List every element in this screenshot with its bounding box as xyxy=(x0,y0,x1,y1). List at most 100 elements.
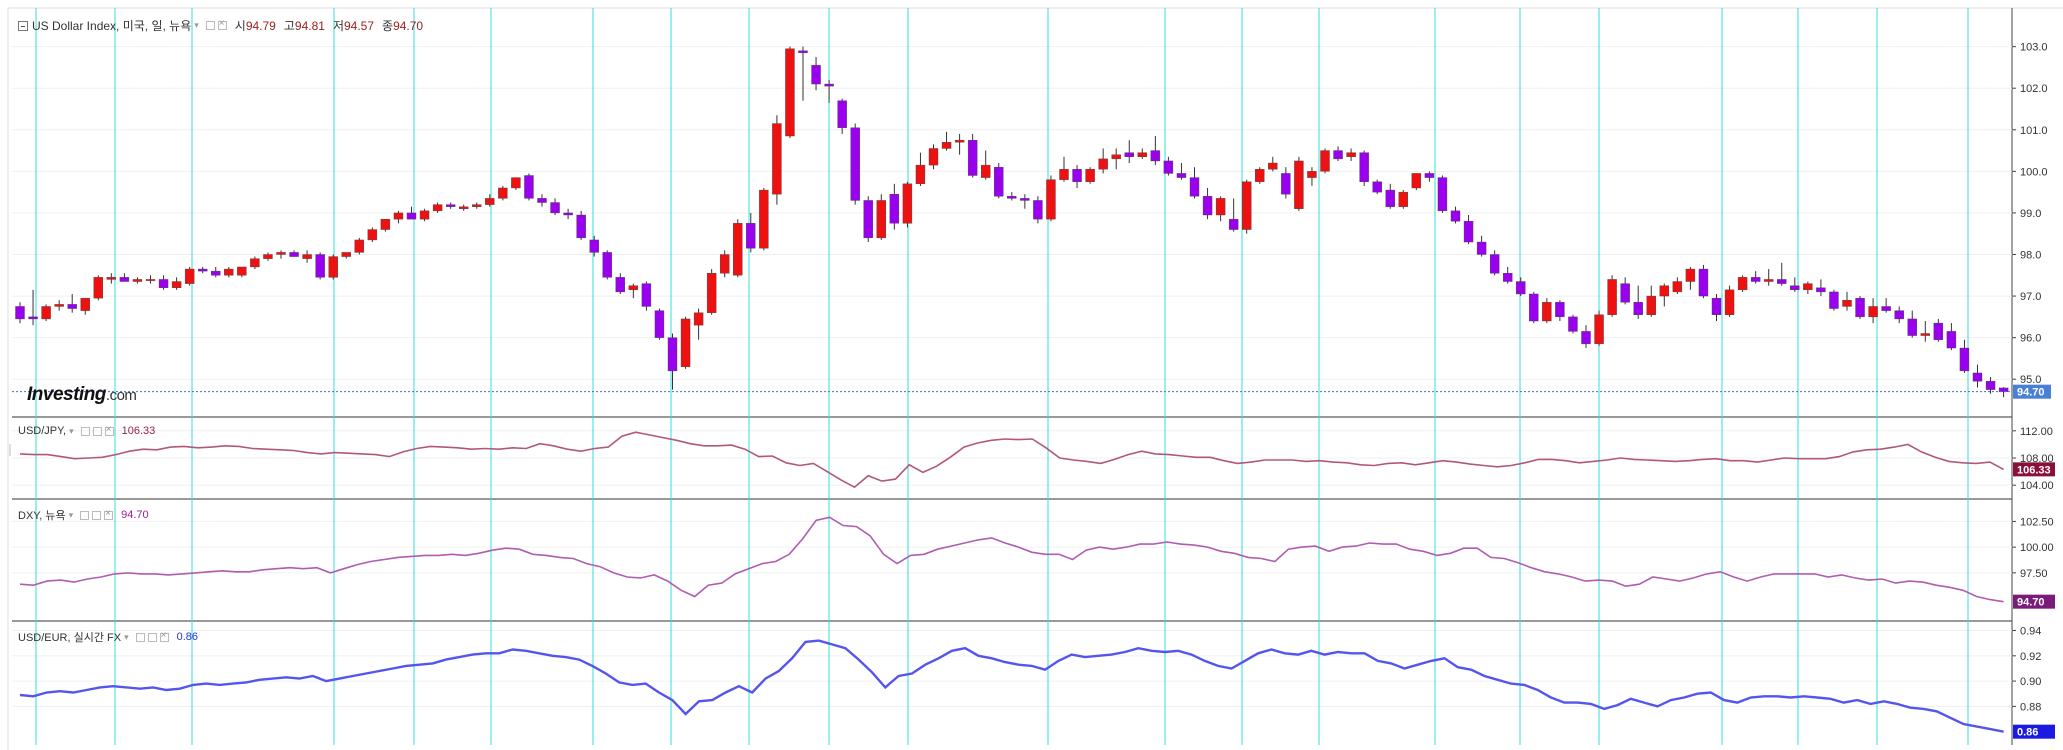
close-icon[interactable] xyxy=(217,18,227,30)
candle xyxy=(1372,179,1382,195)
candle xyxy=(1529,291,1539,324)
candle-body xyxy=(1202,196,1213,216)
candle-body xyxy=(1907,318,1917,336)
candle-body xyxy=(1555,302,1565,318)
visibility-icon[interactable] xyxy=(147,632,157,642)
chevron-down-icon[interactable]: ▾ xyxy=(194,20,199,30)
candle xyxy=(1437,175,1448,213)
candle xyxy=(15,302,25,324)
candle xyxy=(1098,148,1108,174)
candle-body xyxy=(1346,152,1356,157)
candle xyxy=(1763,269,1774,286)
candle xyxy=(902,181,913,228)
candle-body xyxy=(1607,279,1617,315)
candle xyxy=(119,273,130,282)
low-label: 저 xyxy=(332,19,344,33)
candle-body xyxy=(837,100,847,128)
close-icon[interactable] xyxy=(104,424,114,436)
candle-body xyxy=(680,318,691,367)
candle-body xyxy=(537,198,547,203)
candle-body xyxy=(132,279,143,282)
candle xyxy=(393,210,404,224)
close-value: 94.70 xyxy=(393,18,424,33)
visibility-icon[interactable] xyxy=(92,426,102,436)
candle-body xyxy=(1502,273,1513,282)
settings-icon[interactable] xyxy=(135,632,145,642)
candle xyxy=(811,57,821,91)
candle xyxy=(1033,196,1043,224)
candle xyxy=(1150,136,1161,166)
settings-icon[interactable] xyxy=(205,21,215,30)
candle-body xyxy=(1163,160,1174,174)
candle xyxy=(276,250,286,259)
candle-body xyxy=(1307,171,1317,178)
candle-body xyxy=(1281,173,1291,195)
candle xyxy=(1307,167,1317,186)
candle xyxy=(1542,298,1552,324)
candle-body xyxy=(93,277,104,299)
candle-body xyxy=(1998,387,2009,392)
chevron-down-icon[interactable]: ▾ xyxy=(69,425,74,436)
candle xyxy=(733,219,743,278)
candle xyxy=(1502,266,1513,284)
candle-body xyxy=(1215,198,1226,216)
panel-title: DXY, 뉴욕 xyxy=(18,510,66,522)
candle-body xyxy=(106,277,117,280)
candle-body xyxy=(250,258,260,268)
candle xyxy=(302,250,312,263)
y-tick-label: 102.0 xyxy=(2020,83,2048,95)
candle xyxy=(263,252,273,261)
candle xyxy=(1398,190,1409,209)
settings-icon[interactable] xyxy=(80,426,90,436)
close-icon[interactable] xyxy=(104,508,114,520)
candle xyxy=(954,133,965,155)
candle-body xyxy=(302,254,312,259)
candle xyxy=(667,333,678,390)
candle-body xyxy=(759,189,769,249)
candle xyxy=(406,206,417,220)
candle-body xyxy=(419,210,430,220)
candle xyxy=(981,150,991,180)
chevron-down-icon[interactable]: ▾ xyxy=(68,509,74,520)
y-tick-label: 97.0 xyxy=(2020,291,2041,303)
candle-body xyxy=(746,223,756,249)
candle-body xyxy=(1959,347,1970,372)
settings-icon[interactable] xyxy=(80,510,90,520)
candle-body xyxy=(354,239,364,253)
candle xyxy=(145,275,156,284)
candle xyxy=(1281,167,1291,199)
candle-body xyxy=(1150,150,1161,162)
chevron-down-icon[interactable]: ▾ xyxy=(124,631,129,642)
candle-body xyxy=(1137,152,1148,157)
last-value-label: 0.86 xyxy=(2017,727,2038,739)
candle xyxy=(680,316,691,369)
y-tick-label: 100.00 xyxy=(2020,542,2054,554)
candle xyxy=(1346,148,1356,161)
candle xyxy=(1998,387,2009,398)
candle-body xyxy=(1189,177,1200,197)
candle xyxy=(1241,179,1252,234)
candle xyxy=(746,212,756,253)
open-label: 시 xyxy=(234,19,246,33)
candle xyxy=(1959,339,1970,373)
candle-body xyxy=(15,306,25,320)
candle-body xyxy=(1698,268,1709,297)
candle-body xyxy=(145,279,156,281)
candle xyxy=(1750,271,1761,284)
candle-body xyxy=(524,175,534,199)
candle-body xyxy=(1359,152,1369,182)
collapse-icon[interactable] xyxy=(18,20,28,31)
close-icon[interactable] xyxy=(159,630,169,642)
candle-body xyxy=(1985,381,1996,390)
candle xyxy=(641,281,652,311)
y-tick-label: 104.00 xyxy=(2020,480,2054,492)
candle-body xyxy=(615,277,625,293)
visibility-icon[interactable] xyxy=(92,510,102,520)
candle xyxy=(289,250,299,257)
candle-body xyxy=(1046,179,1056,220)
candle-body xyxy=(824,83,834,87)
candle xyxy=(837,98,847,134)
candle xyxy=(1985,377,1996,394)
candle-body xyxy=(928,148,939,166)
candle xyxy=(1202,187,1213,220)
